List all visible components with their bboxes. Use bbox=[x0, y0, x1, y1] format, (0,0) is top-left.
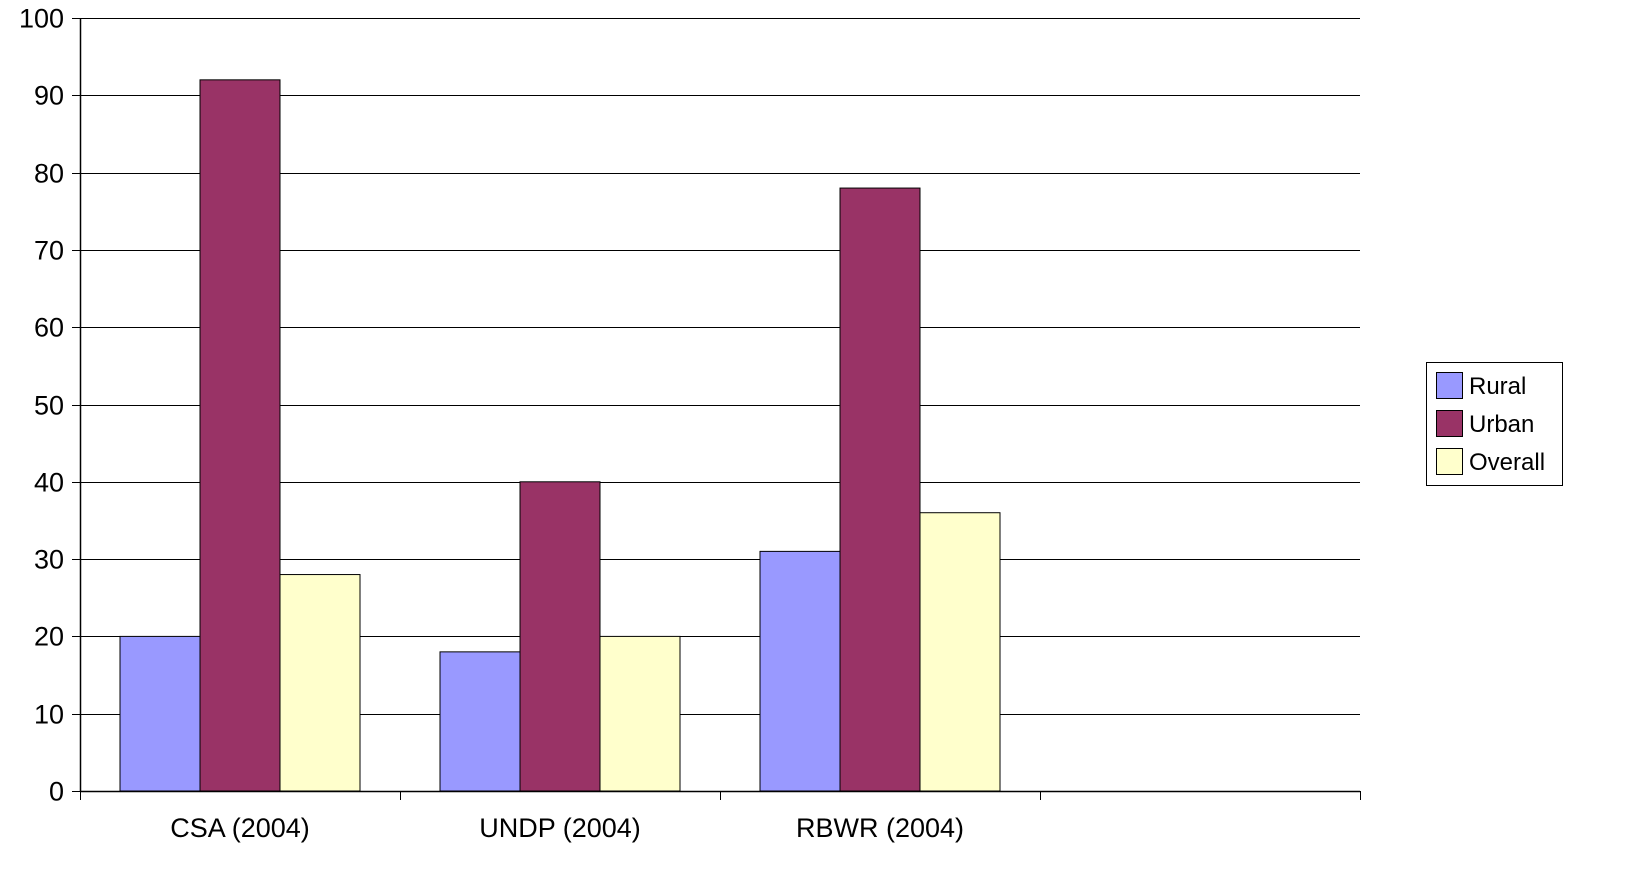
x-axis-tick-labels: CSA (2004) UNDP (2004) RBWR (2004) bbox=[80, 791, 1361, 843]
y-tick-label: 10 bbox=[34, 700, 64, 730]
bar-urban-2 bbox=[519, 481, 601, 792]
bar-rural-2 bbox=[439, 651, 521, 792]
bars bbox=[119, 79, 1001, 792]
y-tick-label: 40 bbox=[34, 468, 64, 498]
legend-swatch-overall bbox=[1436, 448, 1463, 475]
y-axis-tick-labels: 0 10 20 30 40 50 60 70 80 90 100 bbox=[19, 4, 80, 807]
y-tick-label: 80 bbox=[34, 159, 64, 189]
y-tick-label: 70 bbox=[34, 236, 64, 266]
y-tick-label: 90 bbox=[34, 81, 64, 111]
legend-swatch-urban bbox=[1436, 410, 1463, 437]
legend-label-urban: Urban bbox=[1469, 411, 1534, 438]
x-tick-label: CSA (2004) bbox=[170, 813, 310, 843]
y-tick-label: 60 bbox=[34, 313, 64, 343]
y-tick-label: 100 bbox=[19, 4, 64, 34]
y-tick-label: 0 bbox=[49, 777, 64, 807]
bar-urban-3 bbox=[839, 187, 921, 792]
legend: Rural Urban Overall bbox=[1426, 362, 1563, 486]
x-tick-label: UNDP (2004) bbox=[479, 813, 641, 843]
bar-overall-2 bbox=[599, 635, 681, 792]
bar-rural-3 bbox=[759, 550, 841, 792]
legend-label-overall: Overall bbox=[1469, 449, 1545, 476]
legend-swatch-rural bbox=[1436, 372, 1463, 399]
bar-overall-1 bbox=[279, 574, 361, 792]
y-tick-label: 20 bbox=[34, 622, 64, 652]
bar-overall-3 bbox=[919, 512, 1001, 792]
y-tick-label: 50 bbox=[34, 391, 64, 421]
bar-rural-1 bbox=[119, 635, 201, 792]
bar-urban-1 bbox=[199, 79, 281, 792]
legend-label-rural: Rural bbox=[1469, 373, 1526, 400]
y-tick-label: 30 bbox=[34, 545, 64, 575]
x-tick-label: RBWR (2004) bbox=[796, 813, 964, 843]
